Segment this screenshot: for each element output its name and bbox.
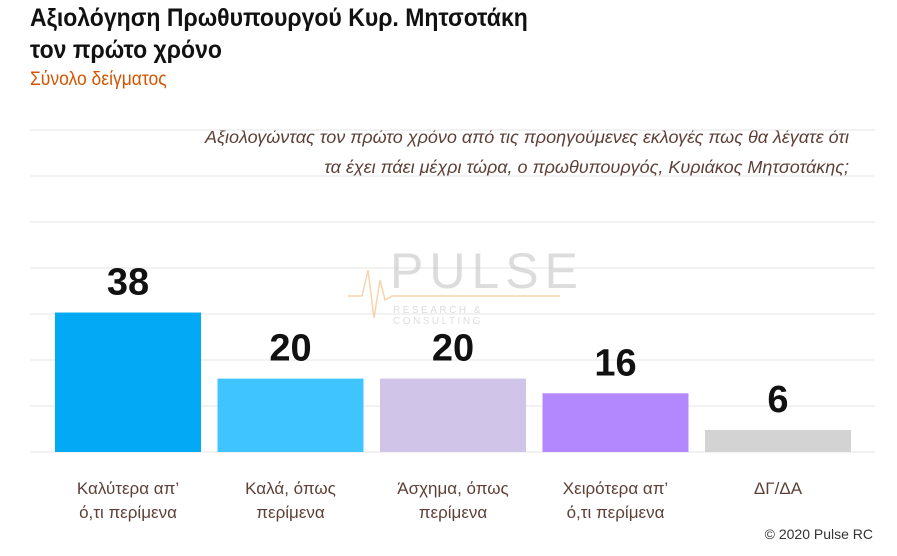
category-label: ΔΓ/ΔΑ xyxy=(754,479,803,498)
watermark-name: PULSE xyxy=(390,243,584,299)
watermark-tag: RESEARCH & CONSULTING xyxy=(393,305,484,327)
category-label: περίμενα xyxy=(256,503,325,522)
chart-title: Αξιολόγηση Πρωθυπουργού Κυρ. Μητσοτάκη το… xyxy=(30,2,528,66)
title-line: τον πρώτο χρόνο xyxy=(30,36,222,64)
bar xyxy=(705,429,851,452)
data-label: 20 xyxy=(432,328,474,370)
title-line: Αξιολόγηση Πρωθυπουργού Κυρ. Μητσοτάκη xyxy=(30,4,528,32)
bar xyxy=(55,312,201,452)
question-line: Αξιολογώντας τον πρώτο χρόνο από τις προ… xyxy=(204,127,849,147)
category-label: περίμενα xyxy=(419,503,488,522)
category-label: ό,τι περίμενα xyxy=(567,503,665,522)
category-label: Καλύτερα απ’ xyxy=(77,479,179,498)
bar xyxy=(380,378,526,452)
category-label: Καλά, όπως xyxy=(245,479,336,498)
category-label: Χειρότερα απ’ xyxy=(563,479,668,498)
copyright: © 2020 Pulse RC xyxy=(764,526,873,542)
survey-question: Αξιολογώντας τον πρώτο χρόνο από τις προ… xyxy=(89,122,849,182)
data-label: 6 xyxy=(767,379,788,421)
question-line: τα έχει πάει μέχρι τώρα, ο πρωθυπουργός,… xyxy=(324,157,849,177)
data-label: 16 xyxy=(594,342,636,384)
category-label: Άσχημα, όπως xyxy=(397,479,508,498)
data-label: 38 xyxy=(107,262,149,304)
watermark-pulse-line xyxy=(348,269,560,319)
category-label: ό,τι περίμενα xyxy=(79,503,177,522)
bar xyxy=(542,393,689,452)
chart-subtitle: Σύνολο δείγματος xyxy=(30,69,167,90)
bar xyxy=(217,378,364,452)
data-label: 20 xyxy=(269,328,311,370)
pulse-watermark-logo: PULSE RESEARCH & CONSULTING xyxy=(345,242,578,327)
